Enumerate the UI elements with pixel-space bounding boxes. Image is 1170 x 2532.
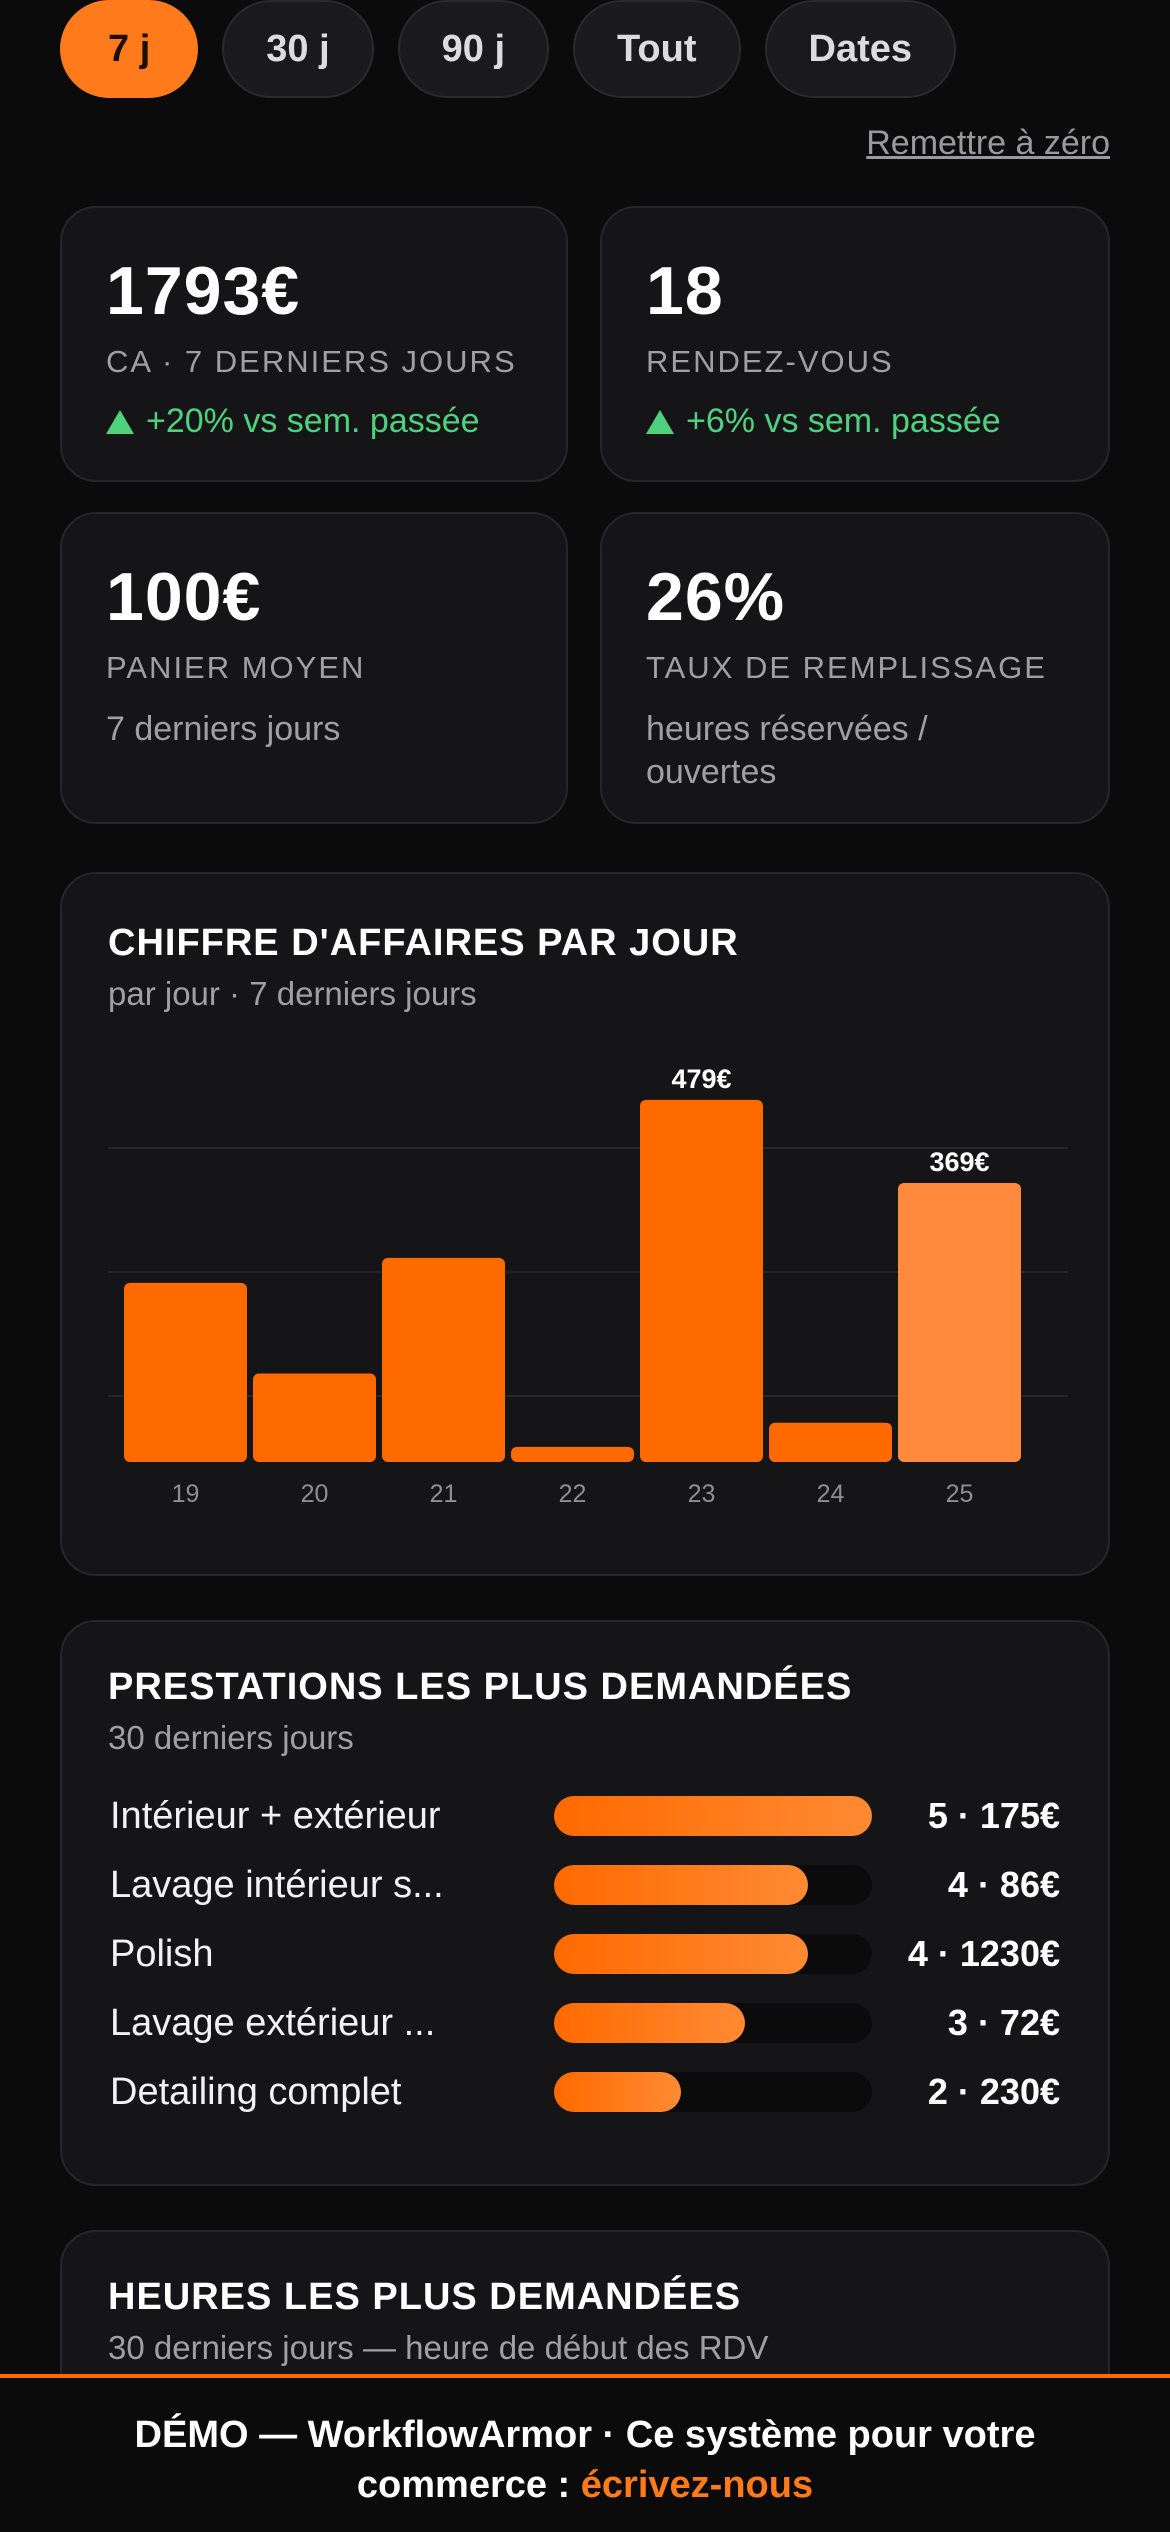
chart-x-tick-24: 24 <box>817 1480 845 1508</box>
service-value: 4 · 1230€ <box>907 1933 1060 1974</box>
service-bar-track <box>554 1796 872 1836</box>
demo-banner-prefix: commerce : <box>356 2464 581 2506</box>
kpi-basket-value: 100€ <box>106 559 262 635</box>
kpi-appointments-delta-text: +6% vs sem. passée <box>686 402 1001 440</box>
demo-banner: DÉMO — WorkflowArmor · Ce système pour v… <box>0 2374 1170 2532</box>
kpi-appointments-label: RENDEZ-VOUS <box>646 344 894 379</box>
service-row: Polish 4 · 1230€ <box>110 1932 1060 1976</box>
top-hours-subtitle: 30 derniers jours — heure de début des R… <box>108 2329 769 2366</box>
chart-bar-19[interactable] <box>124 1282 247 1462</box>
chart-x-tick-25: 25 <box>946 1480 974 1508</box>
kpi-fill-rate-note-line1: heures réservées / <box>646 710 928 748</box>
service-bar-fill <box>554 2003 745 2043</box>
filter-dates[interactable]: Dates <box>764 0 957 98</box>
service-value: 5 · 175€ <box>927 1795 1060 1836</box>
service-bar-track <box>554 2072 872 2112</box>
chart-bar-22[interactable] <box>511 1446 634 1462</box>
demo-banner-line1: DÉMO — WorkflowArmor · Ce système pour v… <box>134 2414 1036 2456</box>
revenue-chart-subtitle: par jour · 7 derniers jours <box>108 975 477 1012</box>
period-filter: 7 j 30 j 90 j Tout Dates <box>60 0 957 98</box>
revenue-bar-chart: 19 20 21 22 23 479€ 24 25 369€ <box>108 1064 1068 1508</box>
service-row: Lavage intérieur s... 4 · 86€ <box>110 1863 1060 1907</box>
kpi-revenue-value: 1793€ <box>106 253 301 329</box>
chart-x-tick-21: 21 <box>430 1480 458 1508</box>
revenue-chart-title: CHIFFRE D'AFFAIRES PAR JOUR <box>108 922 739 964</box>
service-bar-track <box>554 2003 872 2043</box>
service-bar-fill <box>554 2072 682 2112</box>
kpi-fill-rate-value: 26% <box>646 559 786 635</box>
kpi-revenue-label: CA · 7 DERNIERS JOURS <box>106 344 517 379</box>
kpi-revenue-delta: +20% vs sem. passée <box>106 402 522 441</box>
top-hours-title: HEURES LES PLUS DEMANDÉES <box>108 2276 742 2318</box>
chart-bar-25[interactable] <box>898 1183 1021 1462</box>
service-bar-fill <box>554 1934 809 1974</box>
service-row: Intérieur + extérieur 5 · 175€ <box>110 1794 1060 1838</box>
service-name: Polish <box>110 1932 214 1975</box>
service-name: Lavage extérieur ... <box>110 2001 436 2044</box>
kpi-fill-rate-note-line2: ouvertes <box>646 752 777 791</box>
contact-link[interactable]: écrivez-nous <box>580 2464 814 2506</box>
trend-up-icon <box>106 409 134 434</box>
service-name: Intérieur + extérieur <box>110 1794 441 1837</box>
kpi-fill-rate-note: heures réservées / ouvertes <box>646 708 1064 793</box>
chart-x-tick-23: 23 <box>688 1480 716 1508</box>
kpi-appointments-delta: +6% vs sem. passée <box>646 402 1064 441</box>
filter-30-days[interactable]: 30 j <box>222 0 374 98</box>
service-name: Lavage intérieur s... <box>110 1863 444 1906</box>
kpi-fill-rate-label: TAUX DE REMPLISSAGE <box>646 650 1047 685</box>
chart-data-label-25: 369€ <box>929 1147 989 1177</box>
top-services-subtitle: 30 derniers jours <box>108 1719 354 1756</box>
service-value: 2 · 230€ <box>927 2071 1060 2112</box>
reset-link[interactable]: Remettre à zéro <box>866 124 1110 162</box>
filter-7-days[interactable]: 7 j <box>60 0 199 98</box>
service-bar-track <box>554 1865 872 1905</box>
chart-data-label-23: 479€ <box>671 1064 731 1094</box>
revenue-chart-card: CHIFFRE D'AFFAIRES PAR JOUR par jour · 7… <box>60 872 1110 1576</box>
service-value: 4 · 86€ <box>947 1864 1060 1905</box>
kpi-fill-rate-card: 26% TAUX DE REMPLISSAGE heures réservées… <box>600 512 1110 824</box>
chart-x-tick-22: 22 <box>559 1480 587 1508</box>
chart-bar-24[interactable] <box>769 1422 892 1462</box>
top-services-card: PRESTATIONS LES PLUS DEMANDÉES 30 dernie… <box>60 1620 1110 2186</box>
chart-bar-23[interactable] <box>640 1099 763 1462</box>
chart-bar-20[interactable] <box>253 1373 376 1462</box>
service-value: 3 · 72€ <box>947 2002 1060 2043</box>
demo-banner-line2: commerce : écrivez-nous <box>0 2460 1170 2510</box>
kpi-revenue-delta-text: +20% vs sem. passée <box>146 402 480 440</box>
kpi-appointments-card: 18 RENDEZ-VOUS +6% vs sem. passée <box>600 206 1110 482</box>
trend-up-icon <box>646 409 674 434</box>
kpi-appointments-value: 18 <box>646 253 724 329</box>
service-bar-fill <box>554 1865 809 1905</box>
filter-90-days[interactable]: 90 j <box>397 0 550 98</box>
service-name: Detailing complet <box>110 2070 402 2113</box>
kpi-basket-card: 100€ PANIER MOYEN 7 derniers jours <box>60 512 568 824</box>
top-services-title: PRESTATIONS LES PLUS DEMANDÉES <box>108 1666 853 1708</box>
kpi-basket-label: PANIER MOYEN <box>106 650 366 685</box>
chart-x-tick-20: 20 <box>301 1480 329 1508</box>
service-bar-fill <box>554 1796 872 1836</box>
kpi-revenue-card: 1793€ CA · 7 DERNIERS JOURS +20% vs sem.… <box>60 206 568 482</box>
service-row: Detailing complet 2 · 230€ <box>110 2070 1060 2114</box>
filter-all[interactable]: Tout <box>573 0 741 98</box>
chart-bar-21[interactable] <box>382 1257 505 1462</box>
kpi-basket-note: 7 derniers jours <box>106 710 341 748</box>
service-row: Lavage extérieur ... 3 · 72€ <box>110 2001 1060 2045</box>
service-bar-track <box>554 1934 872 1974</box>
chart-x-tick-19: 19 <box>172 1480 200 1508</box>
